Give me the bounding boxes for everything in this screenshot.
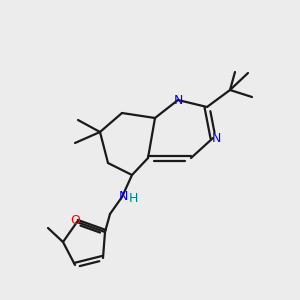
- Text: H: H: [128, 191, 138, 205]
- Text: N: N: [211, 131, 221, 145]
- Text: O: O: [70, 214, 80, 227]
- Text: N: N: [118, 190, 128, 203]
- Text: N: N: [173, 94, 183, 106]
